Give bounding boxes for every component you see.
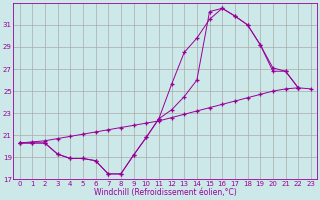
X-axis label: Windchill (Refroidissement éolien,°C): Windchill (Refroidissement éolien,°C)	[94, 188, 236, 197]
